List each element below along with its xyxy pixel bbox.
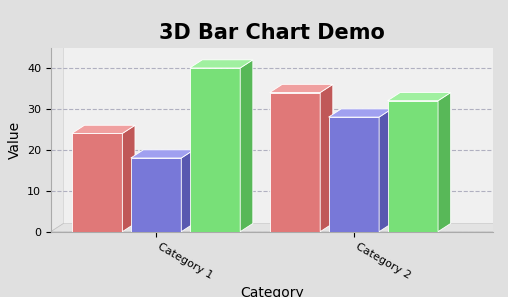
Polygon shape (388, 101, 438, 232)
Polygon shape (189, 60, 253, 68)
Polygon shape (72, 133, 122, 232)
Polygon shape (131, 158, 181, 232)
Polygon shape (181, 150, 194, 232)
Polygon shape (240, 60, 253, 232)
Y-axis label: Value: Value (8, 121, 21, 159)
Polygon shape (379, 109, 392, 232)
Polygon shape (329, 117, 379, 232)
Polygon shape (131, 150, 194, 158)
Polygon shape (51, 223, 505, 232)
Polygon shape (320, 84, 333, 232)
Title: 3D Bar Chart Demo: 3D Bar Chart Demo (159, 23, 385, 43)
Polygon shape (388, 93, 451, 101)
Polygon shape (72, 125, 135, 133)
Polygon shape (122, 125, 135, 232)
Polygon shape (438, 93, 451, 232)
Polygon shape (329, 109, 392, 117)
Polygon shape (270, 93, 320, 232)
Polygon shape (270, 84, 333, 93)
X-axis label: Category: Category (240, 286, 304, 297)
Polygon shape (51, 39, 64, 232)
Polygon shape (189, 68, 240, 232)
